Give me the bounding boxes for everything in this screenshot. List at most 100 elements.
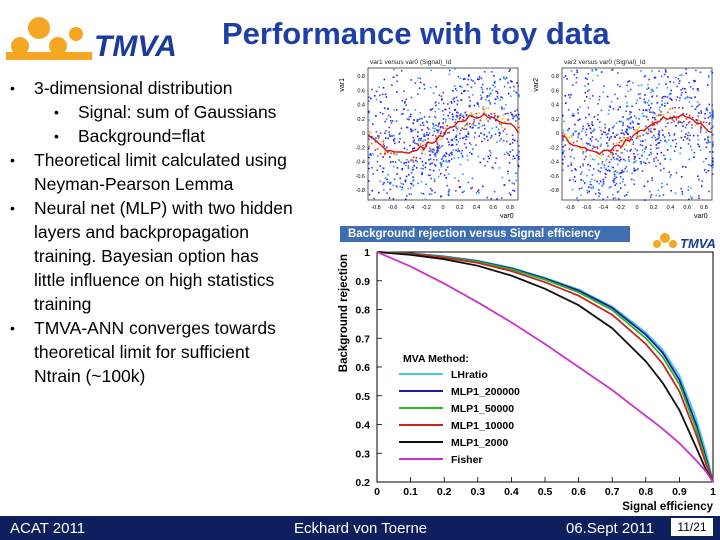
y-tick-label: 0.5 xyxy=(355,391,370,403)
scatter-x-tick: -0.8 xyxy=(371,205,380,211)
bullet-item: • Background=flat xyxy=(8,124,338,148)
mini-logo-ball-2 xyxy=(660,233,670,243)
scatter-title: var1 versus var0 (Signal)_Id xyxy=(370,59,452,66)
y-tick-label: 0.3 xyxy=(355,448,370,460)
bullet-text: training. Bayesian option has xyxy=(34,246,259,266)
scatter-x-tick: -0.2 xyxy=(422,205,431,211)
bullet-list: • 3-dimensional distribution • Signal: sum … xyxy=(8,76,338,388)
scatter-x-tick: 0.4 xyxy=(667,205,675,211)
x-tick-label: 0.5 xyxy=(538,486,553,498)
page-number: 11/21 xyxy=(671,518,713,536)
x-tick-label: 0 xyxy=(374,486,380,498)
legend-entry: MLP1_2000 xyxy=(451,437,508,449)
x-axis-label: Signal efficiency xyxy=(622,501,713,513)
scatter-plot-var2-var0: var2 versus var0 (Signal)_Id var0 var2 -0.8… xyxy=(530,54,720,220)
y-tick-label: 0.8 xyxy=(355,305,370,317)
bullet-text: Neyman-Pearson Lemma xyxy=(34,174,234,194)
logo-ball-3 xyxy=(49,37,67,55)
legend-entry: MLP1_200000 xyxy=(451,386,520,398)
scatter-y-tick: 0 xyxy=(556,131,559,137)
bullet-text: Background=flat xyxy=(78,126,205,146)
scatter-y-tick: -0.8 xyxy=(356,188,365,194)
scatter-y-tick: 0.4 xyxy=(551,103,559,109)
bullet-text: TMVA-ANN converges towards xyxy=(34,318,276,338)
scatter-y-tick: 0.8 xyxy=(357,74,365,80)
y-tick-label: 0.4 xyxy=(355,420,370,432)
bullet-marker: • xyxy=(10,200,15,216)
scatter-y-tick: 0.6 xyxy=(357,88,365,94)
mini-logo-text: TMVA xyxy=(680,236,716,251)
scatter-x-tick: -0.4 xyxy=(599,205,608,211)
mini-logo-ball-1 xyxy=(653,240,661,248)
scatter-x-tick: 0.6 xyxy=(489,205,497,211)
scatter-x-label: var0 xyxy=(694,213,708,220)
tmva-logo: TMVA xyxy=(6,17,177,63)
scatter-x-tick: 0.8 xyxy=(506,205,514,211)
scatter-y-label: var1 xyxy=(339,78,346,92)
scatter-y-tick: 0.6 xyxy=(551,88,559,94)
mini-logo-ball-3 xyxy=(669,240,677,248)
legend-title: MVA Method: xyxy=(403,353,469,365)
scatter-y-label: var2 xyxy=(533,78,540,92)
legend-entry: LHratio xyxy=(451,369,488,381)
bullet-text: little influence on high statistics xyxy=(34,270,275,290)
scatter-x-tick: -0.6 xyxy=(388,205,397,211)
chart-title-banner: Background rejection versus Signal effic… xyxy=(340,226,630,242)
x-tick-label: 0.4 xyxy=(504,486,519,498)
x-tick-label: 0.8 xyxy=(638,486,653,498)
scatter-x-tick: 0.2 xyxy=(456,205,464,211)
scatter-y-tick: -0.4 xyxy=(550,160,559,166)
y-tick-label: 1 xyxy=(364,247,370,259)
scatter-y-tick: 0.8 xyxy=(551,74,559,80)
scatter-title: var2 versus var0 (Signal)_Id xyxy=(564,59,646,66)
logo-ball-1 xyxy=(11,37,29,55)
series-line-mlp1-2000 xyxy=(376,251,714,483)
scatter-y-tick: -0.2 xyxy=(356,145,365,151)
bullet-marker: • xyxy=(54,128,59,144)
logo-ball-4 xyxy=(69,27,83,41)
scatter-plot-var1-var0: var1 versus var0 (Signal)_Id var0 var1 -0.8… xyxy=(336,54,526,220)
bullet-text: 3-dimensional distribution xyxy=(34,78,233,98)
scatter-x-tick: 0 xyxy=(635,205,638,211)
scatter-y-tick: 0.4 xyxy=(357,103,365,109)
series-line-mlp1-10000 xyxy=(376,251,714,483)
bullet-text: training xyxy=(34,294,92,314)
x-tick-label: 0.1 xyxy=(403,486,418,498)
bullet-marker: • xyxy=(10,152,15,168)
bullet-text: Neural net (MLP) with two hidden xyxy=(34,198,293,218)
bullet-item: • 3-dimensional distribution xyxy=(8,76,338,100)
footer-conference: ACAT 2011 xyxy=(10,520,86,537)
scatter-y-tick: 0.2 xyxy=(357,117,365,123)
scatter-x-tick: 0.6 xyxy=(683,205,691,211)
x-tick-label: 0.3 xyxy=(470,486,485,498)
scatter-y-tick: -0.8 xyxy=(550,188,559,194)
logo-ball-2 xyxy=(28,17,50,39)
scatter-y-tick: -0.4 xyxy=(356,160,365,166)
logo-text: TMVA xyxy=(94,30,177,63)
legend-entry: MLP1_10000 xyxy=(451,420,514,432)
y-tick-label: 0.2 xyxy=(355,477,370,489)
scatter-x-label: var0 xyxy=(500,213,514,220)
bullet-marker: • xyxy=(10,80,15,96)
x-tick-label: 0.9 xyxy=(672,486,687,498)
y-tick-label: 0.7 xyxy=(355,333,370,345)
scatter-x-tick: 0.4 xyxy=(473,205,481,211)
bullet-text: Ntrain (~100k) xyxy=(34,366,146,386)
x-tick-label: 0.6 xyxy=(571,486,586,498)
scatter-profile-line xyxy=(367,112,519,154)
scatter-y-tick: -0.6 xyxy=(550,174,559,180)
bullet-marker: • xyxy=(54,104,59,120)
tmva-mini-logo: TMVA xyxy=(653,233,716,251)
logo-bar xyxy=(6,52,92,60)
scatter-x-tick: 0.8 xyxy=(700,205,708,211)
footer-date: 06.Sept 2011 xyxy=(566,520,655,537)
bullet-marker: • xyxy=(10,320,15,336)
scatter-y-tick: -0.6 xyxy=(356,174,365,180)
roc-chart: 0 0.1 0.2 0.3 0.4 0.5 0.6 0.7 0.8 0.9 1 0.2 0.3 0.4 0.… xyxy=(338,247,716,513)
scatter-y-tick: 0.2 xyxy=(551,117,559,123)
series-line-fisher xyxy=(376,251,714,483)
scatter-profile-line xyxy=(561,113,713,156)
scatter-x-tick: -0.2 xyxy=(616,205,625,211)
scatter-points xyxy=(368,68,520,201)
legend-entry: Fisher xyxy=(451,454,483,466)
